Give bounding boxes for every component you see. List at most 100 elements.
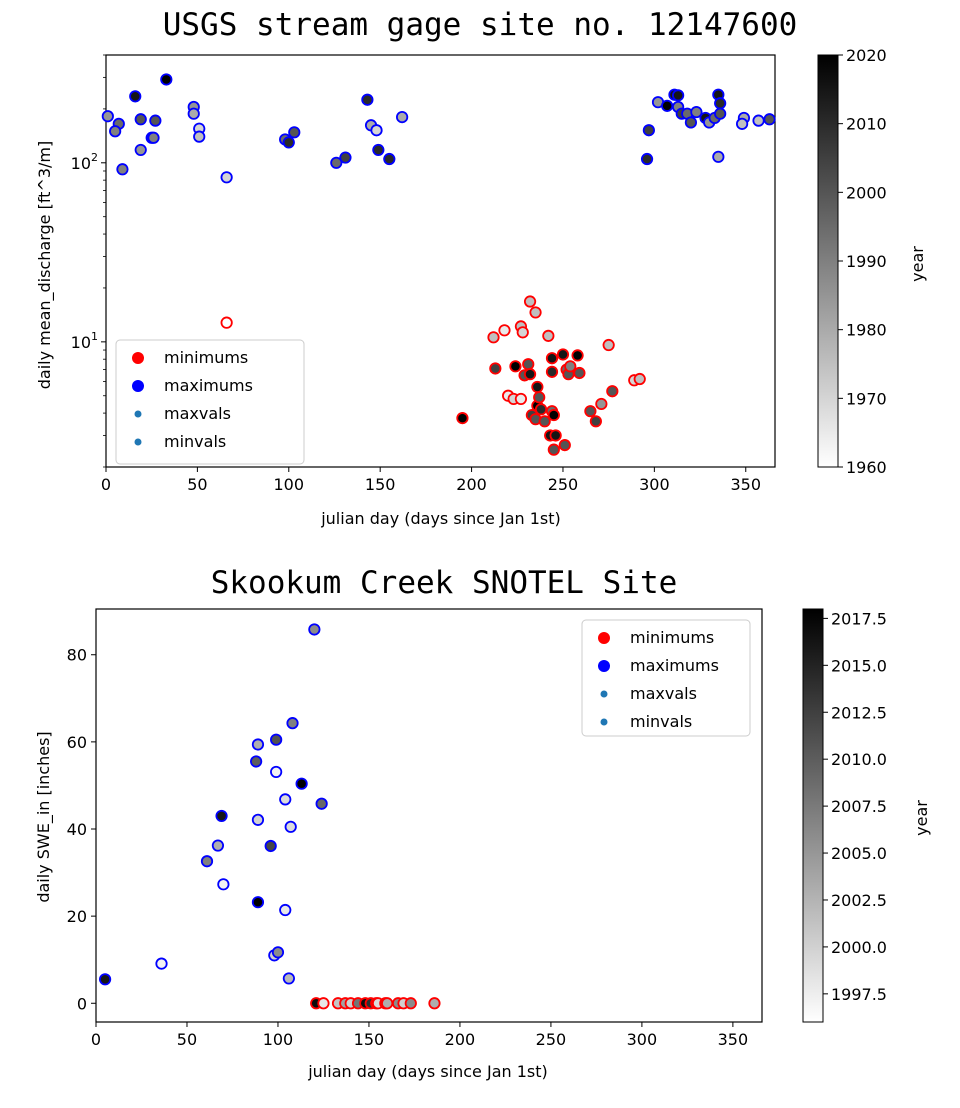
y-tick-label: 20 [67, 907, 87, 926]
data-point-maximums [735, 117, 749, 130]
data-point-minimums [404, 997, 417, 1010]
colorbar-tick-label: 1997.5 [831, 985, 887, 1004]
x-tick-label: 350 [718, 1030, 749, 1049]
data-point-minimums [595, 397, 608, 411]
x-tick-label: 300 [627, 1030, 658, 1049]
data-point-minimums [558, 439, 571, 452]
data-point-maximums [672, 89, 685, 102]
data-point-maximums [684, 116, 698, 129]
data-point-minimums [589, 415, 602, 428]
data-point-maximums [251, 813, 265, 826]
data-point-minimums [538, 415, 551, 428]
data-point-maximums [271, 946, 285, 959]
data-point-maximums [288, 126, 301, 139]
legend-label: maxvals [630, 684, 697, 703]
legend-box [115, 339, 305, 465]
data-point-minimums [545, 352, 559, 365]
colorbar-tick-label: 2010 [846, 115, 887, 134]
legend-marker [600, 690, 608, 698]
chart1-y-axis-label: daily mean_discharge [ft^3/m] [35, 141, 55, 390]
legend-marker [134, 438, 142, 446]
data-point-maximums [101, 110, 114, 123]
data-point-minimums [487, 331, 500, 344]
chart1-colorbar-label: year [908, 246, 927, 282]
data-point-minimums [584, 405, 597, 418]
chart1-legend: minimums maximums maxvals minvals [115, 339, 305, 465]
data-point-maximums [284, 820, 297, 833]
data-point-minimums [549, 429, 562, 442]
legend-label: maxvals [164, 404, 231, 423]
data-point-minimums [523, 368, 537, 381]
x-tick-label: 50 [187, 475, 207, 494]
legend-marker [598, 660, 610, 672]
x-tick-label: 200 [456, 475, 487, 494]
data-point-maximums [98, 973, 112, 986]
data-point-minimums [523, 295, 537, 308]
data-point-maximums [714, 97, 727, 110]
y-tick-label: 40 [67, 820, 87, 839]
y-tick-label: 60 [67, 733, 87, 752]
data-point-maximums [361, 93, 374, 106]
colorbar-tick-label: 2020 [846, 46, 887, 65]
data-point-maximums [193, 130, 206, 143]
data-point-minimums [514, 392, 528, 406]
data-point-maximums [129, 90, 142, 103]
chart2-legend: minimums maximums maxvals minvals [581, 619, 751, 737]
data-point-maximums [339, 151, 352, 164]
colorbar-tick-label: 2002.5 [831, 891, 887, 910]
data-point-maximums [282, 136, 295, 149]
data-point-maximums [220, 171, 233, 184]
data-point-minimums [606, 385, 619, 398]
data-point-minimums [533, 391, 546, 404]
data-point-minimums [529, 306, 542, 319]
data-point-maximums [383, 152, 396, 166]
data-point-minimums [573, 366, 586, 380]
data-point-maximums [282, 972, 295, 985]
data-point-maximums [251, 738, 265, 751]
data-point-maximums [308, 623, 321, 636]
legend-label: minimums [164, 348, 248, 367]
data-point-maximums [295, 777, 308, 790]
data-point-minimums [220, 316, 233, 329]
data-point-maximums [279, 903, 292, 917]
series-minimums [310, 997, 441, 1010]
colorbar-tick-label: 1990 [846, 252, 887, 271]
data-point-minimums [556, 348, 570, 361]
x-tick-label: 250 [536, 1030, 567, 1049]
data-point-minimums [547, 408, 560, 422]
colorbar-gradient [802, 608, 824, 1023]
legend-label: minvals [630, 712, 692, 731]
legend-marker [134, 410, 142, 418]
colorbar-tick-label: 2015.0 [831, 656, 887, 675]
data-point-minimums [498, 324, 511, 337]
x-tick-label: 250 [548, 475, 579, 494]
data-point-maximums [264, 839, 277, 853]
legend-label: minimums [630, 628, 714, 647]
data-point-maximums [211, 839, 225, 852]
legend-marker [132, 380, 144, 392]
data-point-maximums [160, 73, 173, 86]
data-point-maximums [215, 809, 228, 823]
data-point-minimums [545, 365, 559, 378]
chart2-y-axis-label: daily SWE_in [inches] [34, 731, 54, 902]
data-point-maximums [109, 125, 122, 138]
x-tick-label: 150 [354, 1030, 385, 1049]
data-point-minimums [547, 443, 560, 456]
data-point-maximums [217, 878, 230, 891]
data-point-minimums [428, 997, 441, 1010]
data-point-maximums [372, 143, 385, 157]
series-maximums [101, 73, 776, 184]
chart2-colorbar: 1997.5 2000.0 2002.5 2005.0 2007.5 2010.0 2012… [802, 608, 887, 1023]
data-point-maximums [642, 124, 655, 137]
x-tick-label: 150 [365, 475, 396, 494]
data-point-minimums [633, 372, 646, 386]
data-point-minimums [534, 403, 548, 416]
data-point-maximums [251, 896, 265, 909]
colorbar-tick-label: 1980 [846, 321, 887, 340]
y-tick-label: 0 [77, 994, 87, 1013]
data-point-maximums [279, 793, 292, 806]
data-point-maximums [370, 124, 383, 137]
data-point-minimums [509, 360, 522, 373]
data-point-minimums [602, 338, 615, 352]
colorbar-tick-label: 2000 [846, 183, 887, 202]
